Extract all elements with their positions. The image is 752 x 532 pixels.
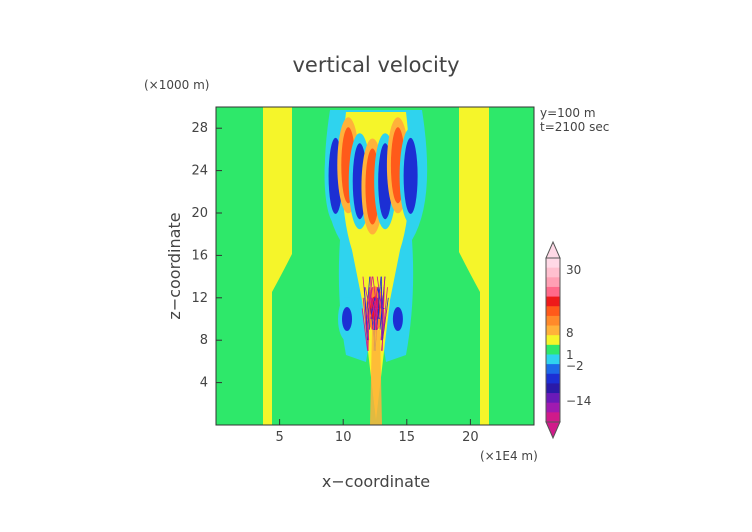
colorbar-label: −2: [566, 359, 584, 373]
y-tick-label: 12: [191, 291, 208, 306]
lobe-inner-6: [403, 137, 418, 214]
colorbar-label: 30: [566, 263, 581, 277]
source-column-stroke: [366, 276, 371, 309]
source-column-stroke: [375, 308, 380, 320]
colorbar-swatch: [546, 315, 560, 327]
source-plume: [370, 330, 382, 425]
colorbar-swatch: [546, 267, 560, 278]
colorbar-swatch: [546, 393, 560, 404]
source-column-stroke: [362, 297, 369, 351]
x-tick-label: 5: [275, 430, 283, 445]
colorbar-swatch: [546, 354, 560, 365]
colorbar-swatch: [546, 258, 560, 269]
x-tick-label: 10: [335, 430, 352, 445]
colorbar-frame: [545, 257, 561, 423]
source-column-stroke: [367, 308, 371, 330]
colorbar: 30 8 1−2 −14: [545, 240, 591, 440]
colorbar-swatch: [546, 364, 560, 375]
annotation-time: t=2100 sec: [540, 120, 609, 134]
source-column-stroke: [381, 287, 388, 351]
velocity-field: [263, 107, 489, 425]
y-tick-label: 28: [191, 121, 208, 136]
colorbar-swatch: [546, 335, 560, 346]
y-axis-label: z−coordinate: [165, 212, 184, 319]
colorbar-swatch: [546, 286, 560, 298]
source-column-stroke: [370, 297, 377, 320]
lobe-inner-7: [342, 307, 353, 331]
source-column-stroke: [361, 308, 368, 351]
colorbar-swatch: [546, 373, 560, 384]
y-axis: 4 8 12 16 20 24 28: [191, 121, 222, 391]
y-tick-label: 4: [200, 376, 208, 391]
colorbar-swatch: [546, 277, 560, 288]
colorbar-swatch: [546, 344, 560, 355]
colorbar-label: 8: [566, 326, 574, 340]
colorbar-swatch: [546, 325, 560, 336]
y-tick-label: 20: [191, 206, 208, 221]
contour-plot-area: [215, 106, 535, 426]
colorbar-swatch: [546, 402, 560, 413]
source-column-stroke: [364, 287, 371, 309]
x-tick-label: 20: [462, 430, 479, 445]
plot-frame: [215, 106, 535, 426]
x-axis-unit: (×1E4 m): [480, 449, 538, 463]
colorbar-label: −14: [566, 394, 591, 408]
x-tick-label: 15: [399, 430, 416, 445]
lobe-inner-8: [392, 307, 403, 331]
colorbar-swatch: [546, 412, 560, 423]
chart-title: vertical velocity: [292, 53, 459, 77]
colorbar-top-arrow: [545, 240, 561, 259]
y-tick-label: 24: [191, 164, 208, 179]
source-column-stroke: [372, 276, 378, 309]
colorbar-swatch: [546, 383, 560, 394]
y-tick-label: 8: [200, 333, 208, 348]
annotation-y-position: y=100 m: [540, 106, 596, 120]
source-column-stroke: [381, 276, 383, 341]
source-column-stroke: [372, 287, 378, 330]
source-column-stroke: [366, 276, 373, 330]
colorbar-swatch: [546, 296, 560, 307]
source-column-stroke: [363, 287, 369, 341]
x-axis: 5 10 15 20: [275, 419, 479, 445]
colorbar-label: 1: [566, 348, 574, 362]
colorbar-bottom-arrow: [545, 421, 561, 440]
x-axis-label: x−coordinate: [322, 472, 430, 491]
y-tick-label: 16: [191, 248, 208, 263]
y-axis-unit: (×1000 m): [144, 78, 209, 92]
colorbar-swatch: [546, 306, 560, 317]
